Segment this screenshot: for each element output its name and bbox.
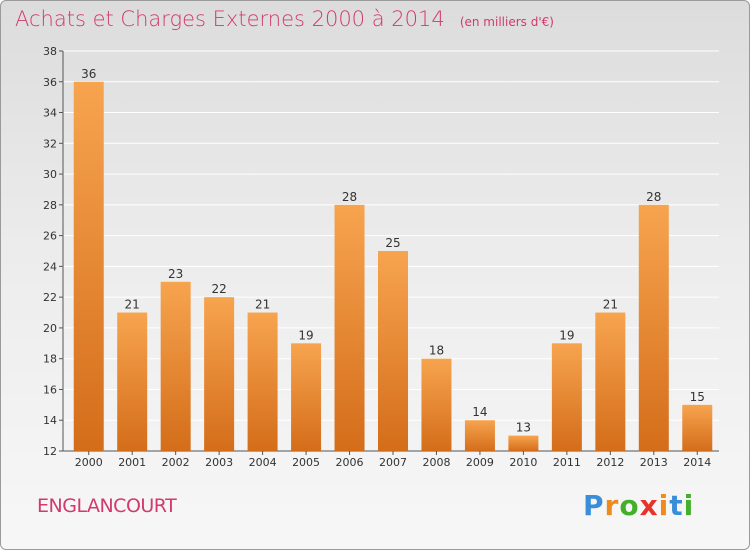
- y-tick-label: 24: [43, 260, 57, 273]
- bar-value-label: 25: [385, 236, 400, 250]
- bar-value-label: 36: [81, 67, 96, 81]
- bars: [73, 81, 713, 452]
- commune-name: ENGLANCOURT: [37, 495, 177, 517]
- bar: [551, 343, 582, 451]
- y-tick-label: 28: [43, 199, 57, 212]
- bar: [595, 312, 626, 451]
- bar: [247, 312, 278, 451]
- bar-value-label: 23: [168, 267, 183, 281]
- y-tick-label: 18: [43, 353, 57, 366]
- bar-value-label: 22: [211, 282, 226, 296]
- bar: [117, 312, 148, 451]
- y-tick-label: 16: [43, 383, 57, 396]
- x-tick-label: 2005: [292, 456, 320, 469]
- bar: [160, 281, 191, 451]
- bar-value-label: 21: [603, 298, 618, 312]
- bar-value-label: 28: [646, 190, 661, 204]
- y-tick-label: 20: [43, 322, 57, 335]
- logo-letter: r: [604, 489, 620, 522]
- bar-value-label: 15: [690, 390, 705, 404]
- bar-value-label: 13: [516, 421, 531, 435]
- bar-value-label: 18: [429, 344, 444, 358]
- y-tick-label: 38: [43, 45, 57, 58]
- y-tick-label: 34: [43, 107, 57, 120]
- x-tick-label: 2009: [466, 456, 494, 469]
- y-tick-label: 36: [43, 76, 57, 89]
- x-tick-label: 2006: [336, 456, 364, 469]
- y-tick-label: 32: [43, 137, 57, 150]
- logo-letter: i: [658, 489, 670, 522]
- logo-letter: P: [583, 489, 605, 522]
- bar: [204, 297, 235, 451]
- y-tick-label: 30: [43, 168, 57, 181]
- bar-value-label: 21: [255, 298, 270, 312]
- bar: [682, 404, 713, 451]
- bar: [421, 358, 452, 451]
- bar: [508, 435, 539, 451]
- y-tick-label: 22: [43, 291, 57, 304]
- bar: [73, 81, 104, 452]
- bar-value-label: 28: [342, 190, 357, 204]
- x-tick-label: 2012: [596, 456, 624, 469]
- bar: [638, 204, 669, 451]
- bar-value-label: 21: [125, 298, 140, 312]
- y-tick-label: 12: [43, 445, 57, 458]
- chart-title: Achats et Charges Externes 2000 à 2014: [15, 7, 445, 31]
- bar: [464, 420, 495, 451]
- title-block: Achats et Charges Externes 2000 à 2014 (…: [15, 7, 554, 31]
- bar-value-label: 19: [559, 328, 574, 342]
- logo-letter: i: [683, 489, 695, 522]
- x-tick-label: 2003: [205, 456, 233, 469]
- logo-letter: t: [669, 489, 684, 522]
- x-tick-label: 2011: [553, 456, 581, 469]
- bar: [378, 251, 408, 451]
- proxiti-logo[interactable]: Proxiti: [583, 489, 694, 522]
- x-tick-label: 2010: [509, 456, 537, 469]
- x-tick-label: 2004: [249, 456, 277, 469]
- bar-value-label: 19: [298, 328, 313, 342]
- y-tick-label: 14: [43, 414, 57, 427]
- x-tick-label: 2008: [422, 456, 450, 469]
- bar: [291, 343, 322, 451]
- x-tick-label: 2000: [75, 456, 103, 469]
- x-tick-label: 2001: [118, 456, 146, 469]
- bar-value-label: 14: [472, 405, 487, 419]
- labels: 36 2000 21 2001 23 2002 22 2003 21 2004 19 2005 28 20…: [75, 67, 712, 469]
- x-tick-label: 2014: [683, 456, 711, 469]
- x-tick-label: 2007: [379, 456, 407, 469]
- chart-subtitle: (en milliers d'€): [459, 15, 554, 29]
- logo-letter: o: [619, 489, 640, 522]
- bar: [334, 204, 365, 451]
- x-tick-label: 2013: [640, 456, 668, 469]
- logo-letter: x: [639, 489, 659, 522]
- y-tick-label: 26: [43, 230, 57, 243]
- x-tick-label: 2002: [162, 456, 190, 469]
